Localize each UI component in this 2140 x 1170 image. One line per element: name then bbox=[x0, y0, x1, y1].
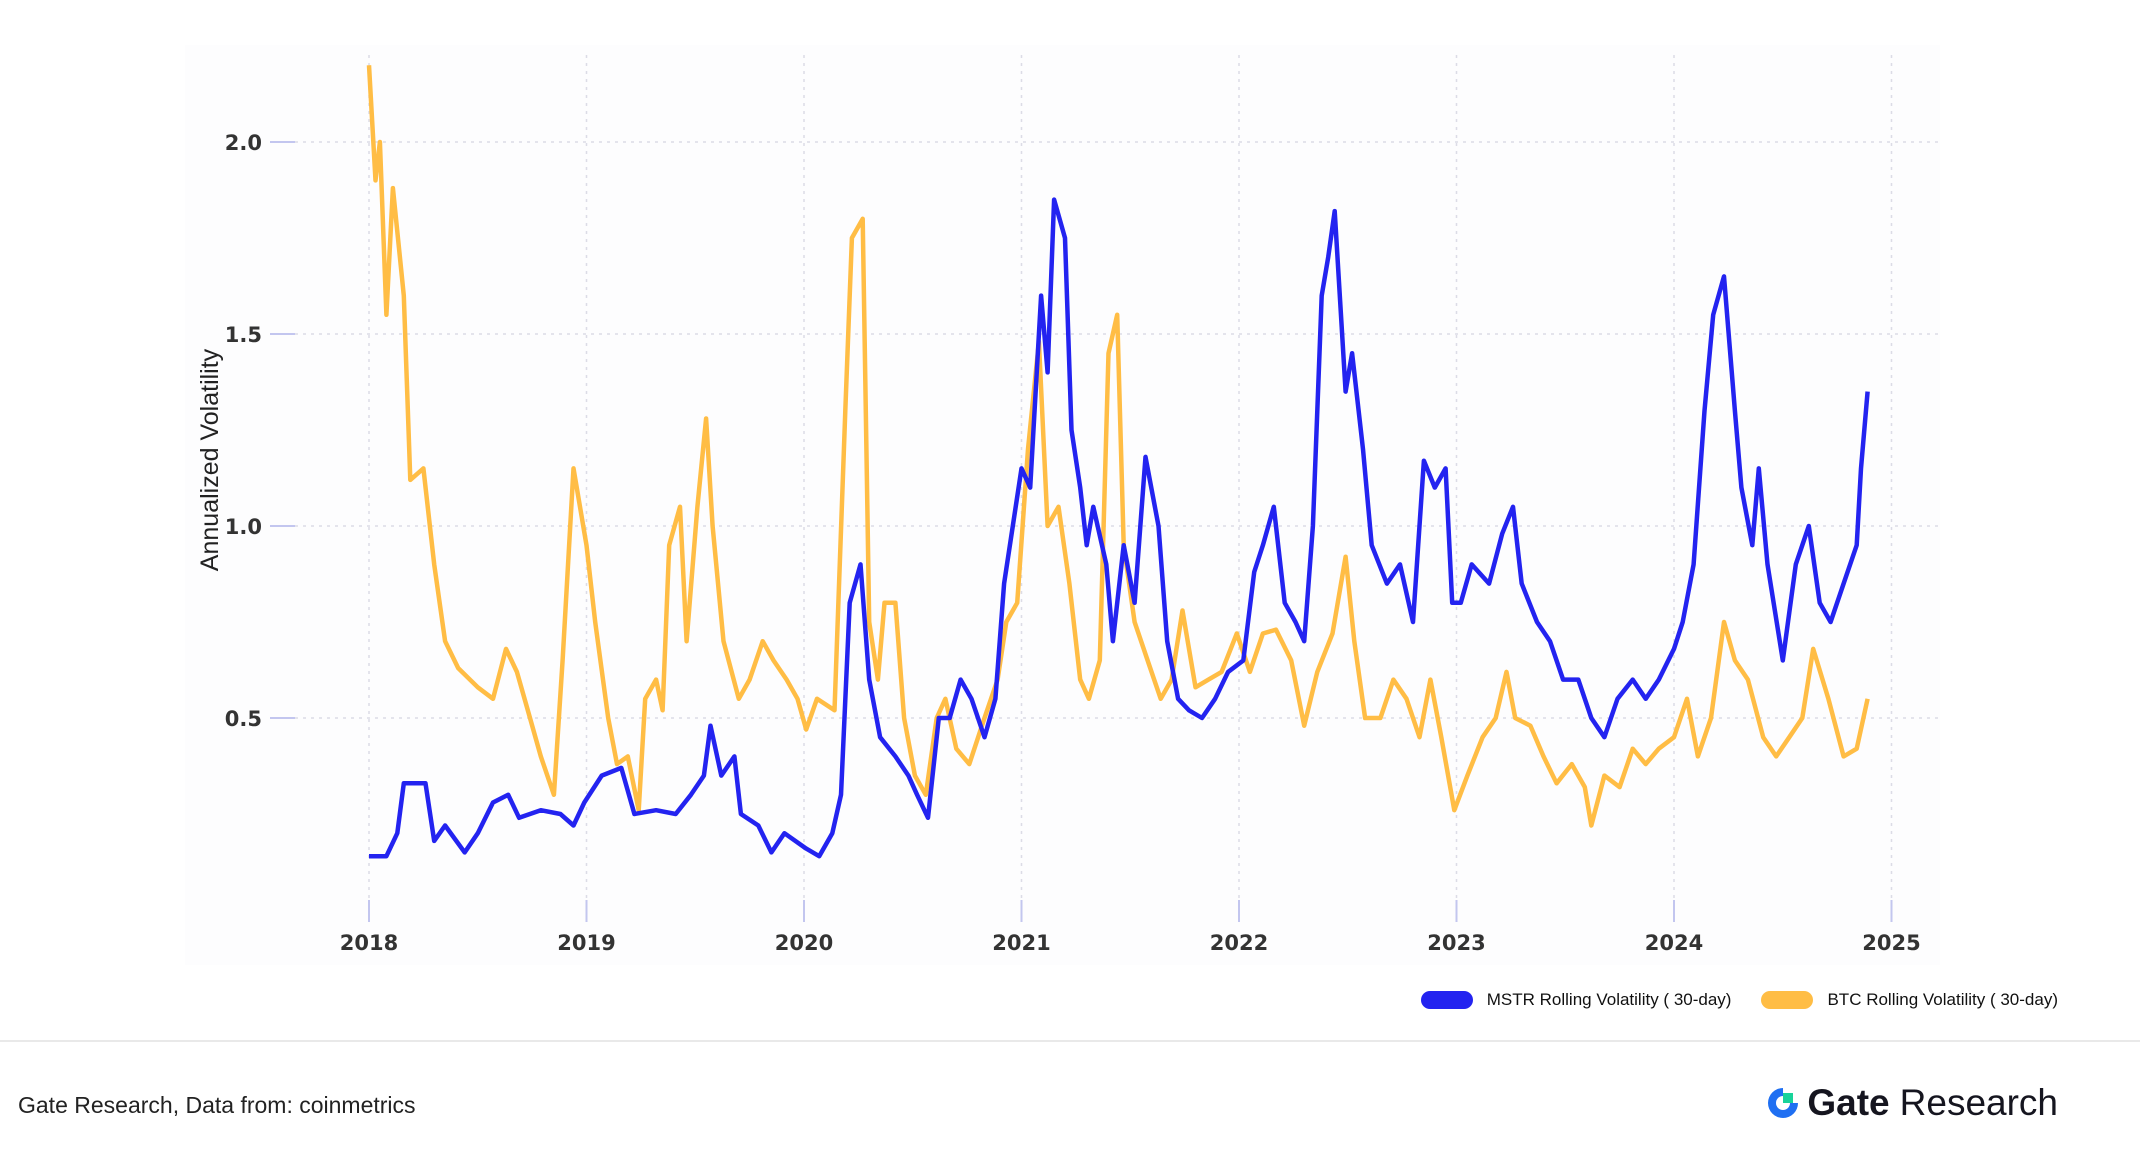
x-tick-label: 2018 bbox=[340, 931, 398, 955]
x-tick-label: 2021 bbox=[992, 931, 1050, 955]
logo-suffix: Research bbox=[1899, 1082, 2058, 1123]
x-axis: 2018 2019 2020 2021 2022 2023 2024 2025 bbox=[340, 900, 1921, 955]
plot-background bbox=[185, 45, 1940, 965]
legend-swatch-btc bbox=[1761, 991, 1814, 1009]
x-tick-label: 2024 bbox=[1645, 931, 1703, 955]
x-tick-label: 2023 bbox=[1427, 931, 1485, 955]
x-tick-label: 2019 bbox=[557, 931, 615, 955]
btc-volatility-line bbox=[366, 65, 1870, 828]
y-tick-label: 2.0 bbox=[225, 131, 262, 155]
series-lines bbox=[366, 65, 1870, 859]
legend-label-btc: BTC Rolling Volatility ( 30-day) bbox=[1827, 990, 2058, 1009]
x-tick-label: 2020 bbox=[775, 931, 833, 955]
y-axis-title: Annualized Volatility bbox=[196, 348, 224, 571]
logo-brand: Gate bbox=[1807, 1082, 1890, 1123]
x-tick-label: 2022 bbox=[1210, 931, 1268, 955]
legend-swatch-mstr bbox=[1420, 991, 1473, 1009]
legend: MSTR Rolling Volatility ( 30-day) BTC Ro… bbox=[1420, 990, 2058, 1010]
y-tick-label: 1.5 bbox=[225, 323, 262, 347]
gate-research-logo: Gate Research bbox=[1765, 1082, 2058, 1124]
mstr-volatility-line bbox=[369, 197, 1870, 859]
x-tick-label: 2025 bbox=[1862, 931, 1920, 955]
y-axis: 0.5 1.0 1.5 2.0 bbox=[225, 131, 295, 731]
gate-logo-icon bbox=[1768, 1088, 1799, 1118]
footer-divider bbox=[0, 1040, 2140, 1042]
source-note: Gate Research, Data from: coinmetrics bbox=[18, 1092, 416, 1118]
legend-item-btc: BTC Rolling Volatility ( 30-day) bbox=[1761, 990, 2058, 1010]
legend-item-mstr: MSTR Rolling Volatility ( 30-day) bbox=[1420, 990, 1732, 1010]
y-tick-label: 0.5 bbox=[225, 707, 262, 731]
y-tick-label: 1.0 bbox=[225, 515, 262, 539]
legend-label-mstr: MSTR Rolling Volatility ( 30-day) bbox=[1486, 990, 1732, 1009]
